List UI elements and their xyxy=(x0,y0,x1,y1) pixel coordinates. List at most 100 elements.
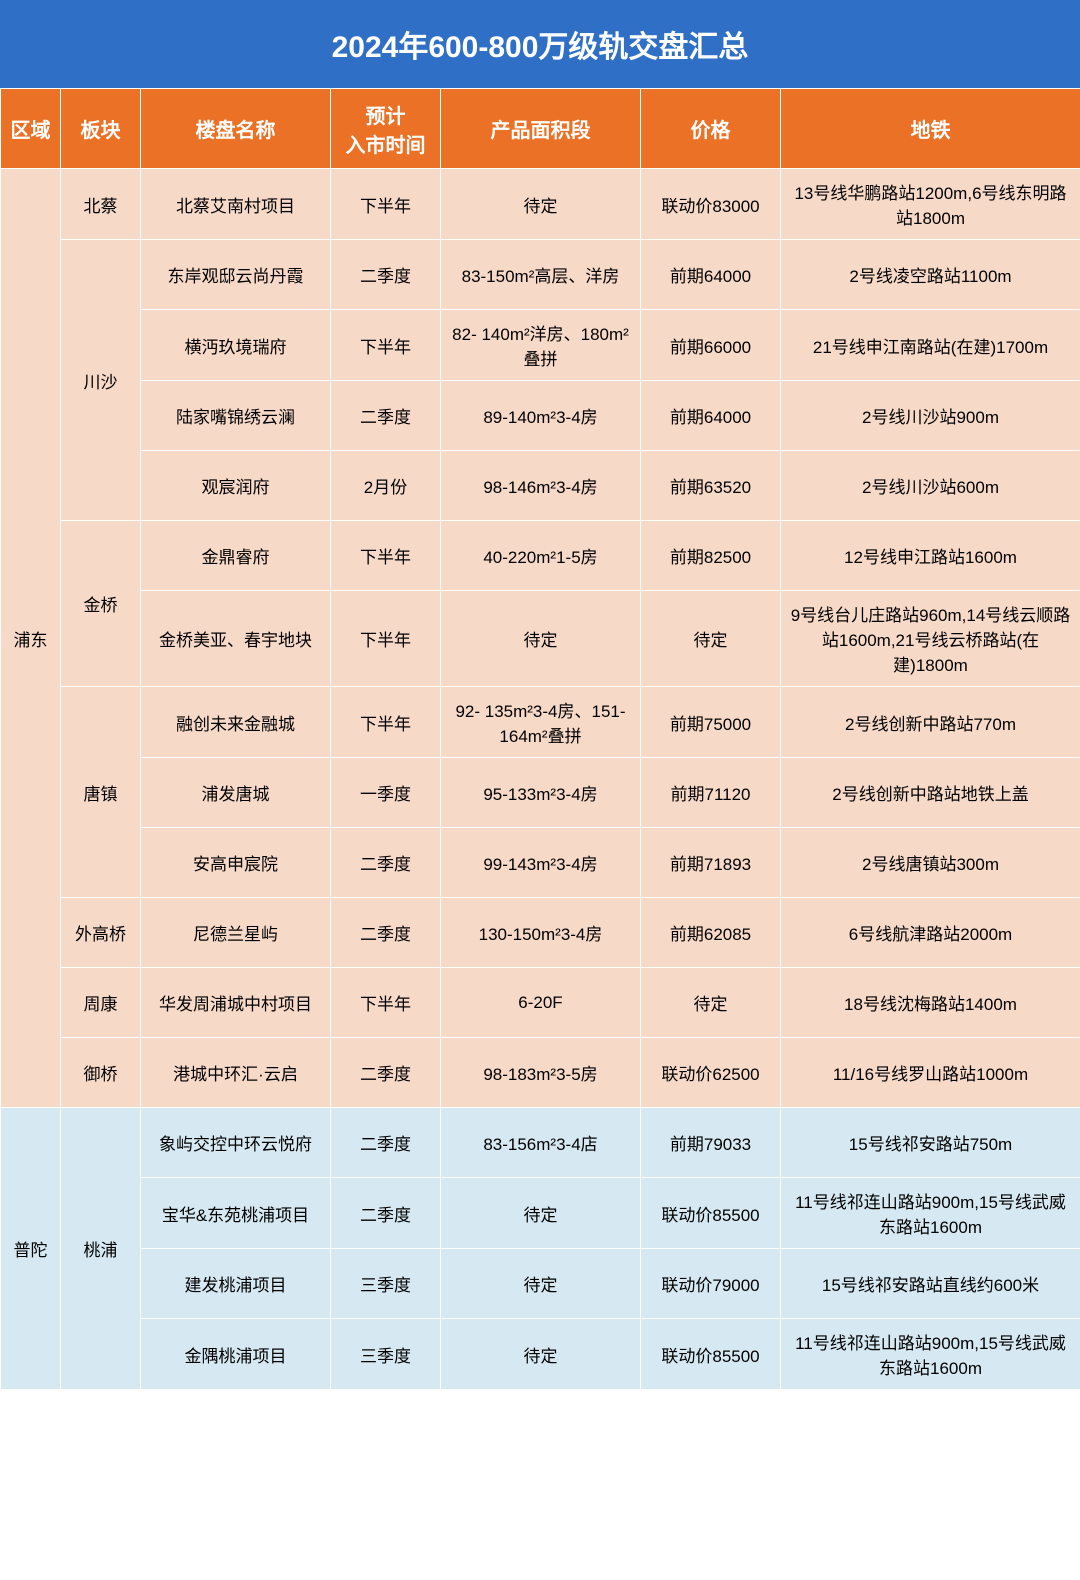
sector-cell: 川沙 xyxy=(61,240,141,521)
sector-cell: 北蔡 xyxy=(61,169,141,240)
metro-cell: 11号线祁连山路站900m,15号线武威东路站1600m xyxy=(781,1178,1080,1249)
metro-cell: 12号线申江路站1600m xyxy=(781,521,1080,591)
time-cell: 一季度 xyxy=(331,758,441,828)
table-row: 周康华发周浦城中村项目下半年6-20F待定18号线沈梅路站1400m xyxy=(1,968,1080,1038)
price-cell: 前期64000 xyxy=(641,240,781,310)
time-cell: 二季度 xyxy=(331,1038,441,1108)
metro-cell: 21号线申江南路站(在建)1700m xyxy=(781,310,1080,381)
sector-cell: 桃浦 xyxy=(61,1108,141,1390)
project-cell: 安高申宸院 xyxy=(141,828,331,898)
table-row: 金桥金鼎睿府下半年40-220m²1-5房前期8250012号线申江路站1600… xyxy=(1,521,1080,591)
price-cell: 联动价85500 xyxy=(641,1178,781,1249)
area-cell: 待定 xyxy=(441,591,641,687)
area-cell: 95-133m²3-4房 xyxy=(441,758,641,828)
column-header: 区域 xyxy=(1,89,61,169)
area-cell: 92- 135m²3-4房、151-164m²叠拼 xyxy=(441,687,641,758)
price-cell: 前期79033 xyxy=(641,1108,781,1178)
price-cell: 前期62085 xyxy=(641,898,781,968)
metro-cell: 6号线航津路站2000m xyxy=(781,898,1080,968)
sector-cell: 周康 xyxy=(61,968,141,1038)
metro-cell: 2号线凌空路站1100m xyxy=(781,240,1080,310)
column-header: 地铁 xyxy=(781,89,1080,169)
time-cell: 三季度 xyxy=(331,1319,441,1390)
project-cell: 东岸观邸云尚丹霞 xyxy=(141,240,331,310)
region-cell: 浦东 xyxy=(1,169,61,1108)
price-cell: 前期71120 xyxy=(641,758,781,828)
summary-table: 区域板块楼盘名称预计 入市时间产品面积段价格地铁 浦东北蔡北蔡艾南村项目下半年待… xyxy=(0,88,1080,1390)
sector-cell: 外高桥 xyxy=(61,898,141,968)
time-cell: 二季度 xyxy=(331,1178,441,1249)
time-cell: 下半年 xyxy=(331,687,441,758)
metro-cell: 9号线台儿庄路站960m,14号线云顺路站1600m,21号线云桥路站(在建)1… xyxy=(781,591,1080,687)
metro-cell: 2号线唐镇站300m xyxy=(781,828,1080,898)
area-cell: 98-146m²3-4房 xyxy=(441,451,641,521)
table-row: 横沔玖境瑞府下半年82- 140m²洋房、180m²叠拼前期6600021号线申… xyxy=(1,310,1080,381)
price-cell: 联动价85500 xyxy=(641,1319,781,1390)
project-cell: 融创未来金融城 xyxy=(141,687,331,758)
area-cell: 待定 xyxy=(441,1178,641,1249)
table-row: 普陀桃浦象屿交控中环云悦府二季度83-156m²3-4店前期7903315号线祁… xyxy=(1,1108,1080,1178)
project-cell: 金鼎睿府 xyxy=(141,521,331,591)
metro-cell: 11/16号线罗山路站1000m xyxy=(781,1038,1080,1108)
area-cell: 99-143m²3-4房 xyxy=(441,828,641,898)
table-row: 川沙东岸观邸云尚丹霞二季度83-150m²高层、洋房前期640002号线凌空路站… xyxy=(1,240,1080,310)
project-cell: 宝华&东苑桃浦项目 xyxy=(141,1178,331,1249)
project-cell: 陆家嘴锦绣云澜 xyxy=(141,381,331,451)
table-row: 安高申宸院二季度99-143m²3-4房前期718932号线唐镇站300m xyxy=(1,828,1080,898)
project-cell: 金桥美亚、春宇地块 xyxy=(141,591,331,687)
metro-cell: 2号线川沙站600m xyxy=(781,451,1080,521)
project-cell: 象屿交控中环云悦府 xyxy=(141,1108,331,1178)
column-header: 楼盘名称 xyxy=(141,89,331,169)
time-cell: 二季度 xyxy=(331,381,441,451)
price-cell: 联动价62500 xyxy=(641,1038,781,1108)
table-row: 陆家嘴锦绣云澜二季度89-140m²3-4房前期640002号线川沙站900m xyxy=(1,381,1080,451)
column-header: 板块 xyxy=(61,89,141,169)
price-cell: 前期66000 xyxy=(641,310,781,381)
metro-cell: 2号线川沙站900m xyxy=(781,381,1080,451)
table-row: 浦东北蔡北蔡艾南村项目下半年待定联动价8300013号线华鹏路站1200m,6号… xyxy=(1,169,1080,240)
area-cell: 83-150m²高层、洋房 xyxy=(441,240,641,310)
region-cell: 普陀 xyxy=(1,1108,61,1390)
table-row: 金隅桃浦项目三季度待定联动价8550011号线祁连山路站900m,15号线武威东… xyxy=(1,1319,1080,1390)
page-title: 2024年600-800万级轨交盘汇总 xyxy=(0,0,1080,88)
area-cell: 待定 xyxy=(441,1319,641,1390)
project-cell: 横沔玖境瑞府 xyxy=(141,310,331,381)
time-cell: 下半年 xyxy=(331,968,441,1038)
area-cell: 82- 140m²洋房、180m²叠拼 xyxy=(441,310,641,381)
time-cell: 下半年 xyxy=(331,169,441,240)
project-cell: 浦发唐城 xyxy=(141,758,331,828)
metro-cell: 13号线华鹏路站1200m,6号线东明路站1800m xyxy=(781,169,1080,240)
time-cell: 下半年 xyxy=(331,521,441,591)
price-cell: 待定 xyxy=(641,968,781,1038)
sector-cell: 唐镇 xyxy=(61,687,141,898)
time-cell: 二季度 xyxy=(331,1108,441,1178)
project-cell: 北蔡艾南村项目 xyxy=(141,169,331,240)
metro-cell: 18号线沈梅路站1400m xyxy=(781,968,1080,1038)
metro-cell: 15号线祁安路站750m xyxy=(781,1108,1080,1178)
project-cell: 尼德兰星屿 xyxy=(141,898,331,968)
project-cell: 观宸润府 xyxy=(141,451,331,521)
area-cell: 6-20F xyxy=(441,968,641,1038)
metro-cell: 11号线祁连山路站900m,15号线武威东路站1600m xyxy=(781,1319,1080,1390)
time-cell: 二季度 xyxy=(331,240,441,310)
area-cell: 130-150m²3-4房 xyxy=(441,898,641,968)
price-cell: 联动价83000 xyxy=(641,169,781,240)
sector-cell: 金桥 xyxy=(61,521,141,687)
table-row: 建发桃浦项目三季度待定联动价7900015号线祁安路站直线约600米 xyxy=(1,1249,1080,1319)
table-row: 宝华&东苑桃浦项目二季度待定联动价8550011号线祁连山路站900m,15号线… xyxy=(1,1178,1080,1249)
metro-cell: 2号线创新中路站770m xyxy=(781,687,1080,758)
metro-cell: 15号线祁安路站直线约600米 xyxy=(781,1249,1080,1319)
table-row: 御桥港城中环汇·云启二季度98-183m²3-5房联动价6250011/16号线… xyxy=(1,1038,1080,1108)
project-cell: 港城中环汇·云启 xyxy=(141,1038,331,1108)
column-header: 产品面积段 xyxy=(441,89,641,169)
time-cell: 三季度 xyxy=(331,1249,441,1319)
price-cell: 前期63520 xyxy=(641,451,781,521)
time-cell: 二季度 xyxy=(331,898,441,968)
table-row: 观宸润府2月份98-146m²3-4房前期635202号线川沙站600m xyxy=(1,451,1080,521)
price-cell: 前期71893 xyxy=(641,828,781,898)
column-header: 预计 入市时间 xyxy=(331,89,441,169)
area-cell: 98-183m²3-5房 xyxy=(441,1038,641,1108)
time-cell: 2月份 xyxy=(331,451,441,521)
table-row: 外高桥尼德兰星屿二季度130-150m²3-4房前期620856号线航津路站20… xyxy=(1,898,1080,968)
price-cell: 前期82500 xyxy=(641,521,781,591)
